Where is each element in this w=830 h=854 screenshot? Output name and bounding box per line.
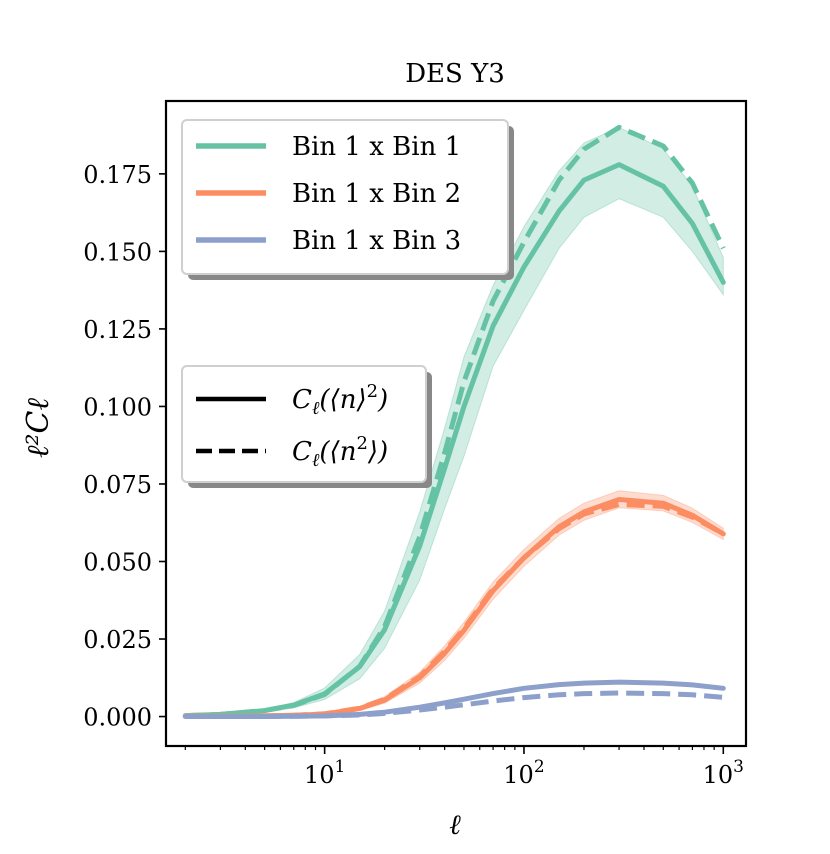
- x-tick-label-base-1: 10: [503, 761, 534, 789]
- line-dashed-series-3: [185, 690, 724, 719]
- legend-label-bin3: Bin 1 x Bin 3: [292, 226, 461, 256]
- legend-bins-box: [181, 119, 509, 275]
- legend-label-solid: Cℓ(⟨n⟩2): [292, 381, 388, 419]
- x-axis-ticks: 101 102 103: [184, 746, 744, 789]
- x-tick-label-1: 102: [503, 757, 544, 789]
- legend-styles: Cℓ(⟨n⟩2) Cℓ(⟨n2⟩): [181, 365, 432, 488]
- line-dashed-series-1: [185, 124, 726, 719]
- x-tick-label-base-2: 10: [703, 761, 734, 789]
- line-dashed-series-2: [185, 501, 725, 719]
- x-axis-label: ℓ: [449, 808, 461, 841]
- y-tick-label-6: 0.150: [83, 238, 152, 266]
- y-tick-label-5: 0.125: [83, 316, 152, 344]
- legend-dashed-sup: 2: [356, 433, 367, 454]
- x-tick-label-exp-2: 3: [733, 757, 744, 777]
- y-axis-ticks: 0.000 0.025 0.050 0.075 0.100 0.125 0.150 0.175: [83, 161, 166, 732]
- legend-label-bin2: Bin 1 x Bin 2: [292, 179, 461, 209]
- legend-solid-main: C: [292, 385, 312, 415]
- x-tick-label-exp-0: 1: [334, 757, 345, 777]
- x-tick-label-0: 101: [304, 757, 345, 789]
- legend-dashed-rest: (⟨n: [319, 437, 356, 467]
- legend-bins: Bin 1 x Bin 1 Bin 1 x Bin 2 Bin 1 x Bin …: [181, 119, 514, 280]
- legend-dashed-end: ⟩): [367, 437, 388, 467]
- y-axis-label: ℓ²Cℓ: [21, 398, 56, 458]
- series-lines: [182, 124, 726, 719]
- x-tick-label-base-0: 10: [304, 761, 335, 789]
- plot-frame: [164, 99, 748, 748]
- y-tick-label-4: 0.100: [83, 393, 152, 421]
- y-tick-label-3: 0.075: [83, 471, 152, 499]
- y-tick-label-2: 0.050: [83, 548, 152, 576]
- legend-label-dashed: Cℓ(⟨n2⟩): [292, 433, 388, 471]
- legend-label-bin1: Bin 1 x Bin 1: [292, 132, 461, 162]
- y-tick-label-7: 0.175: [83, 161, 152, 189]
- legend-solid-end: ): [377, 385, 388, 415]
- legend-dashed-sub: ℓ: [312, 450, 320, 471]
- y-tick-label-0: 0.000: [83, 704, 152, 732]
- chart-title: DES Y3: [405, 59, 505, 89]
- line-solid-series-3: [182, 679, 726, 719]
- x-tick-label-exp-1: 2: [534, 757, 545, 777]
- legend-solid-sup: 2: [367, 381, 378, 402]
- legend-solid-sub: ℓ: [312, 398, 320, 419]
- legend-dashed-main: C: [292, 437, 312, 467]
- legend-solid-rest: (⟨n⟩: [319, 385, 366, 415]
- y-tick-label-1: 0.025: [83, 626, 152, 654]
- x-tick-label-2: 103: [703, 757, 744, 789]
